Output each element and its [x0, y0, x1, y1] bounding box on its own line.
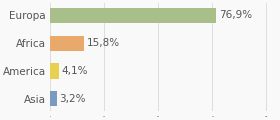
- Bar: [50, 8, 216, 23]
- Text: 3,2%: 3,2%: [60, 94, 86, 104]
- Text: 4,1%: 4,1%: [62, 66, 88, 76]
- Bar: [50, 91, 57, 106]
- Text: 15,8%: 15,8%: [87, 38, 120, 48]
- Bar: [50, 36, 84, 51]
- Text: 76,9%: 76,9%: [219, 10, 252, 20]
- Bar: [50, 63, 59, 79]
